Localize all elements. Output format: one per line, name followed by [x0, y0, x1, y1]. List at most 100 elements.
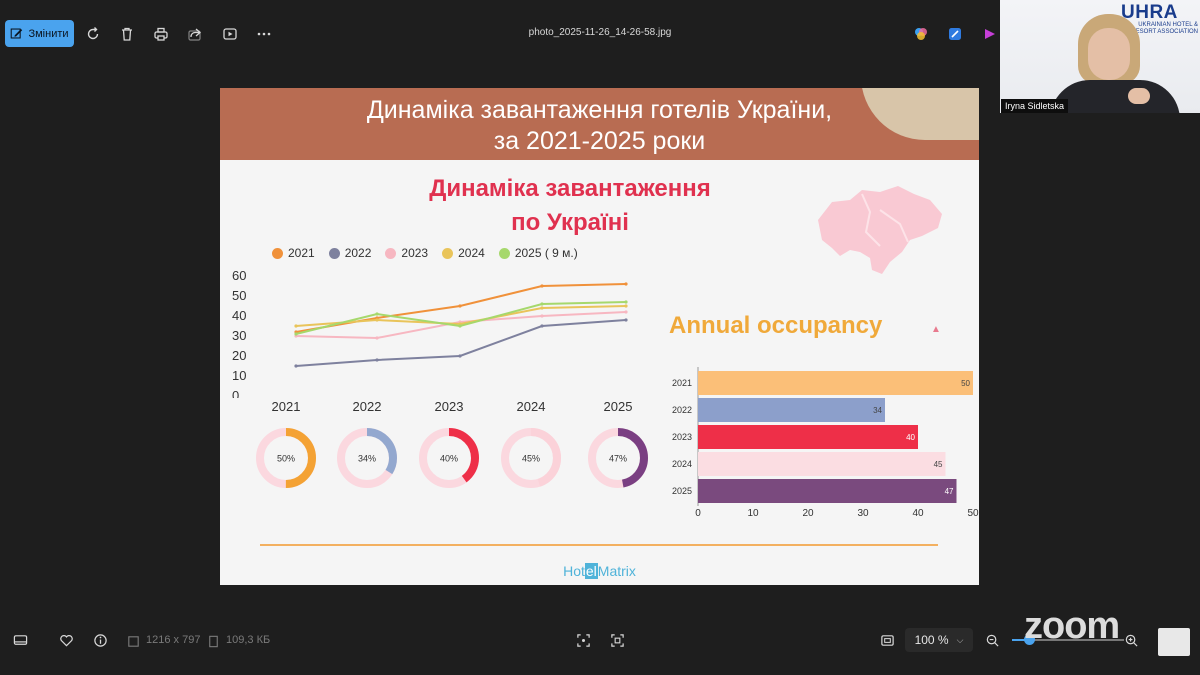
y-tick-label: 50: [232, 288, 246, 303]
edit-icon: [11, 28, 23, 39]
data-point: [458, 324, 462, 328]
participant-hand: [1128, 88, 1150, 104]
logo-part-1: Hot: [563, 563, 585, 579]
data-point: [458, 354, 462, 358]
slideshow-icon[interactable]: [220, 24, 240, 44]
logo-part-2: el: [584, 563, 598, 579]
x-tick-label: 20: [802, 508, 814, 519]
data-point: [375, 318, 379, 322]
image-dimensions: 1216 x 797: [146, 634, 201, 646]
slide-title-line1: Динаміка завантаження готелів України,: [366, 96, 833, 124]
bar-value-label: 47: [945, 487, 954, 496]
data-point: [624, 282, 628, 286]
slide-title-line2: за 2021-2025 роки: [493, 127, 706, 155]
uhra-logo-subtext: UKRAINIAN HOTEL & RESORT ASSOCIATION: [1131, 22, 1198, 35]
donut-chart: 34%: [337, 428, 397, 488]
thumbnail-icon[interactable]: [1158, 628, 1190, 656]
info-icon[interactable]: [91, 631, 109, 649]
bar: [698, 425, 918, 449]
data-point: [624, 304, 628, 308]
data-point: [294, 324, 298, 328]
donut-year-label: 2024: [516, 399, 546, 414]
bar-category-label: 2022: [672, 405, 692, 415]
participant-body: [1050, 80, 1180, 113]
bar-value-label: 45: [934, 460, 943, 469]
line-chart: 0 10 20 30 40 50 60: [232, 268, 628, 398]
data-point: [458, 304, 462, 308]
data-point: [540, 284, 544, 288]
annual-occupancy-title: Annual occupancy: [669, 312, 883, 339]
donut-slice: [337, 428, 397, 488]
chevron-down-icon: ⌵: [956, 634, 964, 645]
edit-button-label: Змінити: [28, 27, 69, 40]
donut-chart: 45%: [501, 428, 561, 488]
inner-title-line1: Динаміка завантаження: [429, 175, 711, 202]
legend-marker: [328, 247, 340, 259]
slide-image: Динаміка завантаження готелів України, з…: [220, 88, 979, 585]
designer-icon[interactable]: [980, 24, 1000, 44]
top-toolbar: Змінити photo_2025-11-26_14-26-58.jpg: [0, 0, 1000, 50]
donut-year-labels: 2021 2022 2023 2024 2025: [220, 399, 650, 419]
print-icon[interactable]: [151, 24, 171, 44]
data-point: [375, 336, 379, 340]
legend-item: 2022: [328, 246, 372, 260]
zoom-brand-logo: zoom: [1024, 605, 1120, 647]
x-tick-label: 40: [912, 508, 924, 519]
x-tick-label: 0: [695, 508, 701, 519]
x-tick-label: 50: [967, 508, 979, 519]
fit-to-window-icon[interactable]: [878, 631, 896, 649]
data-point: [294, 332, 298, 336]
bottom-status-bar: 1216 x 797 109,3 КБ 100 % ⌵ zoom: [0, 605, 1200, 675]
data-point: [375, 358, 379, 362]
bar: [698, 452, 946, 476]
y-tick-label: 30: [232, 328, 246, 343]
zoom-slider-handle[interactable]: [1024, 634, 1035, 645]
file-name: photo_2025-11-26_14-26-58.jpg: [528, 27, 672, 38]
slide-divider: [260, 544, 938, 546]
slide-header: Динаміка завантаження готелів України, з…: [220, 88, 979, 160]
donut-chart: 47%: [588, 428, 648, 488]
edit-button[interactable]: Змінити: [5, 20, 74, 47]
legend-label: 2021: [288, 246, 315, 260]
data-point: [624, 300, 628, 304]
donut-year-label: 2021: [271, 399, 301, 414]
legend-marker: [498, 247, 510, 259]
clipchamp-icon[interactable]: [945, 24, 965, 44]
y-tick-label: 10: [232, 368, 246, 383]
zoom-out-icon[interactable]: [983, 631, 1001, 649]
legend-marker: [385, 247, 397, 259]
zoom-level-dropdown[interactable]: 100 % ⌵: [905, 628, 973, 652]
bar: [698, 479, 957, 503]
bar-category-label: 2023: [672, 432, 692, 442]
inner-title: Динаміка завантаження по Україні: [420, 172, 720, 240]
data-point: [624, 318, 628, 322]
donut-slice: [588, 428, 648, 488]
annual-occupancy-bar-chart: 2021 50 2022 34 2023 40 2024 45 2025 47 0 10 20 30 40 5…: [672, 367, 979, 519]
filmstrip-icon[interactable]: [11, 631, 29, 649]
crop-icon[interactable]: [574, 631, 592, 649]
rotate-icon[interactable]: [83, 24, 103, 44]
share-icon[interactable]: [185, 24, 205, 44]
bar: [698, 371, 973, 395]
zoom-slider[interactable]: [1012, 639, 1124, 641]
legend-marker: [272, 247, 283, 259]
donut-year-label: 2025: [603, 399, 633, 414]
legend-item: 2024: [442, 246, 485, 260]
data-point: [540, 314, 544, 318]
legend-label: 2022: [344, 246, 372, 260]
delete-icon[interactable]: [117, 24, 137, 44]
copilot-icon[interactable]: [911, 24, 931, 44]
more-options-icon[interactable]: [254, 24, 274, 44]
visual-search-icon[interactable]: [608, 631, 626, 649]
legend-label: 2023: [401, 246, 429, 260]
bar-value-label: 34: [873, 406, 882, 415]
y-tick-label: 60: [232, 268, 246, 283]
zoom-in-icon[interactable]: [1122, 631, 1140, 649]
donut-slice: [419, 428, 479, 488]
donut-chart: 50%: [256, 428, 316, 488]
favorite-icon[interactable]: [57, 631, 75, 649]
file-size: 109,3 КБ: [226, 634, 271, 646]
bar: [698, 398, 885, 422]
donut-year-label: 2022: [352, 399, 382, 414]
